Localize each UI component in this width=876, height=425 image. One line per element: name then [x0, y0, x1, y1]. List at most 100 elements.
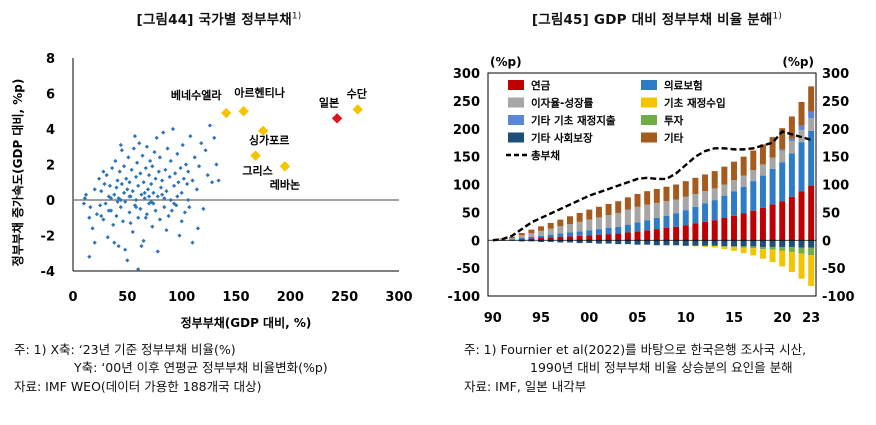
bar-x-tick-label: 20	[773, 311, 791, 326]
bar-segment	[798, 240, 805, 248]
scatter-point	[114, 213, 119, 219]
scatter-point	[92, 187, 97, 192]
scatter-country-label: 베네수엘라	[171, 88, 222, 102]
scatter-point	[127, 194, 132, 199]
scatter-point	[151, 201, 156, 206]
bar-segment	[653, 217, 660, 230]
scatter-point	[153, 176, 158, 181]
bar-segment	[808, 247, 815, 256]
bar-segment	[634, 206, 641, 223]
scatter-point	[152, 149, 157, 155]
scatter-point	[154, 135, 159, 140]
bar-segment	[759, 144, 766, 165]
bar-segment	[759, 249, 766, 259]
bar-segment	[605, 227, 612, 235]
right-chart-panel: [그림45] GDP 대비 정부부채 비율 분해1) 300 300 250 250 2…	[438, 0, 876, 425]
scatter-country-label: 아르헨티나	[234, 85, 285, 99]
bar-segment	[769, 249, 776, 262]
scatter-point	[88, 205, 93, 210]
bar-segment	[595, 217, 602, 230]
bar-segment	[547, 228, 554, 235]
bar-segment	[779, 201, 786, 241]
scatter-point	[112, 240, 117, 245]
bar-segment	[595, 240, 602, 244]
bar-segment	[759, 164, 766, 176]
legend-swatch	[508, 97, 524, 108]
scatter-x-tick-label: 50	[118, 290, 136, 305]
bar-x-tick-label: 15	[725, 311, 743, 326]
bar-segment	[605, 204, 612, 216]
legend-label: 기초 재정수입	[664, 97, 726, 110]
bar-segment	[653, 188, 660, 203]
bar-segment	[528, 240, 535, 242]
scatter-point	[119, 181, 124, 187]
bar-segment	[808, 255, 815, 286]
scatter-point	[173, 171, 178, 176]
bar-y-tick-label-left: 200	[453, 123, 480, 138]
scatter-point	[106, 208, 111, 213]
bar-segment	[682, 196, 689, 211]
bar-segment	[644, 204, 651, 221]
bar-segment	[538, 235, 545, 239]
scatter-highlight-point	[279, 161, 291, 172]
bar-segment	[538, 230, 545, 236]
scatter-point	[129, 167, 134, 172]
scatter-point	[131, 146, 136, 151]
left-chart-panel: [그림44] 국가별 정부부채1) 8 6 4 2 0 -2 -4 0 50 100 150 200 2…	[10, 11, 413, 395]
bar-segment	[557, 240, 564, 243]
scatter-point	[105, 235, 110, 240]
bar-segment	[567, 224, 573, 233]
left-note-2: Y축: ‘00년 이후 연평균 정부부채 비율변화(%p)	[74, 360, 328, 375]
scatter-point	[186, 169, 191, 174]
scatter-y-tick-label: -4	[41, 265, 55, 280]
bar-segment	[576, 231, 583, 236]
scatter-point	[205, 173, 210, 178]
bar-segment	[644, 240, 651, 245]
scatter-point	[168, 158, 173, 164]
bar-segment	[692, 177, 699, 194]
scatter-point	[125, 258, 130, 263]
legend-label: 연금	[531, 79, 551, 92]
scatter-point	[171, 201, 177, 206]
legend-swatch	[641, 97, 657, 108]
scatter-point	[141, 238, 146, 243]
scatter-point	[195, 226, 201, 231]
scatter-point	[143, 215, 148, 220]
bar-segment	[711, 200, 718, 221]
scatter-point	[183, 162, 189, 167]
scatter-point	[146, 194, 152, 199]
scatter-point	[103, 201, 108, 206]
scatter-point	[140, 153, 145, 158]
bar-segment	[731, 215, 737, 241]
bar-segment	[692, 245, 699, 247]
bar-segment	[586, 219, 593, 231]
bar-segment	[663, 227, 670, 241]
bar-segment	[731, 191, 737, 216]
scatter-point	[94, 212, 100, 217]
scatter-point	[117, 169, 122, 174]
left-chart-title-sup: 1)	[291, 11, 302, 22]
bar-segment	[750, 246, 757, 249]
scatter-point	[127, 210, 132, 215]
legend-swatch	[641, 115, 657, 125]
bar-segment	[644, 230, 651, 241]
scatter-point	[101, 217, 106, 222]
bar-segment	[711, 171, 718, 189]
scatter-point	[185, 181, 190, 187]
left-chart-title-text: [그림44] 국가별 정부부채	[136, 12, 292, 28]
bar-y-tick-label-left: 50	[462, 206, 480, 221]
scatter-country-label: 그리스	[242, 164, 272, 178]
bar-segment	[673, 184, 680, 200]
bar-segment	[808, 240, 815, 248]
bar-segment	[682, 225, 689, 241]
scatter-point	[115, 178, 120, 183]
bar-segment	[759, 207, 766, 241]
legend-label: 의료보험	[664, 79, 703, 92]
scatter-x-tick-label: 100	[168, 290, 195, 305]
bar-segment	[624, 197, 631, 210]
bar-segment	[788, 196, 795, 241]
scatter-point	[135, 160, 140, 165]
scatter-y-tick-label: 4	[46, 123, 55, 138]
bar-y-tick-label-right: 250	[822, 95, 849, 110]
left-note-1: 주: 1) X축: ‘23년 기준 정부부채 비율(%)	[14, 342, 236, 357]
